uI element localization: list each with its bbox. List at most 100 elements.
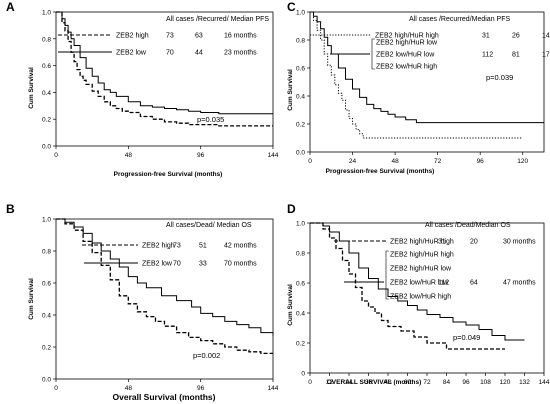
legend-cases: 112 (482, 52, 493, 59)
x-tick-label: 132 (519, 379, 530, 386)
legend-cases: 31 (482, 33, 490, 40)
y-tick-label: 0.8 (42, 249, 51, 256)
legend-cases: 73 (166, 33, 174, 40)
curve-series-1 (310, 11, 523, 139)
y-tick-label: 0.8 (296, 251, 305, 258)
legend-header: All cases /Recurred/ Median PFS (166, 16, 269, 23)
panel-letter: C (287, 0, 296, 14)
panel-d: D 0 0.2 0.4 0.6 0.8 1.0 0 12 24 36 48 60 72 84 96 108 120… (287, 202, 550, 386)
curve-series-2 (310, 11, 544, 124)
x-tick-label: 120 (517, 158, 528, 165)
legend-events: 81 (512, 52, 520, 59)
legend-median: 70 months (224, 261, 257, 268)
legend-cases: 31 (438, 239, 446, 246)
x-tick-label: 72 (434, 158, 442, 165)
legend-events: 20 (470, 239, 478, 246)
legend-events: 26 (512, 33, 520, 40)
legend-cases: 112 (438, 280, 449, 287)
legend-group-label: ZEB2 low/HuR low (390, 280, 449, 287)
x-tick-label: 48 (125, 152, 133, 159)
y-tick-label: 0.4 (296, 94, 305, 101)
y-tick-label: 0.4 (296, 311, 305, 318)
y-axis-label: Cum Survival (287, 284, 294, 326)
x-tick-label: 108 (480, 379, 491, 386)
y-tick-label: 1.0 (42, 217, 51, 224)
x-tick-label: 24 (345, 379, 353, 386)
y-tick-label: 0.6 (296, 281, 305, 288)
x-tick-label: 24 (349, 158, 357, 165)
x-tick-label: 144 (539, 379, 550, 386)
legend-events: 44 (195, 50, 203, 57)
panel-letter: D (287, 202, 296, 216)
x-axis-label: Progression-free Survival (months) (114, 171, 223, 178)
x-tick-label: 48 (125, 385, 133, 392)
p-value: p=0.039 (486, 73, 513, 82)
y-tick-label: 0.8 (42, 36, 51, 43)
x-tick-label: 72 (423, 379, 431, 386)
y-tick-label: 0.2 (296, 341, 305, 348)
legend-median: 14 months (542, 33, 550, 40)
legend-events: 33 (199, 261, 207, 268)
y-axis-label: Cum Survival (28, 67, 35, 109)
y-tick-label: 0 (301, 371, 305, 378)
y-tick-label: 0.2 (42, 345, 51, 352)
x-tick-label: 0 (54, 152, 58, 159)
legend-label: ZEB2 high (116, 33, 149, 40)
y-tick-label: 0.6 (42, 281, 51, 288)
legend-cases: 70 (166, 50, 174, 57)
p-value: p=0.035 (197, 115, 224, 124)
x-tick-label: 144 (268, 385, 279, 392)
legend-median: 23 months (224, 50, 257, 57)
legend-header: All cases /Recurred/Median PFS (409, 16, 510, 23)
y-tick-label: 0.6 (296, 66, 305, 73)
legend-header: All cases /Dead/Median OS (425, 222, 511, 229)
y-tick-label: 0.0 (42, 377, 51, 384)
x-tick-label: 144 (268, 152, 279, 159)
panel-letter: A (6, 0, 15, 14)
legend-group-bracket (385, 250, 389, 300)
curve-series-2 (56, 218, 274, 336)
panel-b: B 0.0 0.2 0.4 0.6 0.8 1.0 0 48 96 144 Overall Survi… (6, 202, 279, 402)
legend-events: 63 (195, 33, 203, 40)
curve-series-1 (310, 222, 505, 350)
x-tick-label: 84 (443, 379, 451, 386)
legend-label: ZEB2 high/HuR high (390, 239, 454, 246)
x-tick-label: 96 (462, 379, 470, 386)
legend-group-label: ZEB2 low/HuR high (376, 64, 437, 71)
curve-series-1 (56, 218, 273, 355)
x-tick-label: 36 (365, 379, 373, 386)
y-tick-label: 0.4 (42, 313, 51, 320)
y-axis-label: Cum Survival (287, 69, 294, 111)
legend-group-bracket (371, 38, 375, 70)
legend-label: ZEB2 low (116, 50, 147, 57)
x-tick-label: 12 (326, 379, 334, 386)
y-tick-label: 0.4 (42, 90, 51, 97)
panel-letter: B (6, 202, 15, 216)
y-tick-label: 0.0 (42, 144, 51, 151)
y-tick-label: 1.0 (42, 10, 51, 17)
panel-a: A 0.0 0.2 0.4 0.6 0.8 1.0 0 48 96 144 Progression-f… (6, 0, 279, 178)
legend-group-label: ZEB2 low/HuR high (390, 294, 451, 301)
y-tick-label: 1.0 (296, 221, 305, 228)
legend-median: 17 months (542, 52, 550, 59)
y-tick-label: 0.2 (296, 122, 305, 129)
legend-group-label: ZEB2 high/HuR low (376, 40, 438, 47)
x-tick-label: 60 (404, 379, 412, 386)
y-tick-label: 0.6 (42, 63, 51, 70)
plot-frame (309, 11, 545, 153)
legend-median: 16 months (224, 33, 257, 40)
legend-label: ZEB2 high (142, 243, 175, 250)
x-tick-label: 48 (384, 379, 392, 386)
p-value: p=0.002 (193, 351, 220, 360)
x-tick-label: 96 (197, 152, 205, 159)
legend-group-label: ZEB2 high/HuR high (390, 252, 454, 259)
curve-series-2 (56, 11, 273, 115)
legend-group-label: ZEB2 high/HuR low (390, 266, 452, 273)
p-value: p=0.049 (453, 333, 480, 342)
legend-median: 30 months (503, 239, 536, 246)
legend-median: 47 months (503, 280, 536, 287)
x-axis-label: Progression-free Survival (months) (326, 168, 435, 175)
x-tick-label: 0 (54, 385, 58, 392)
y-tick-label: 0.0 (296, 150, 305, 157)
legend-cases: 70 (173, 261, 181, 268)
